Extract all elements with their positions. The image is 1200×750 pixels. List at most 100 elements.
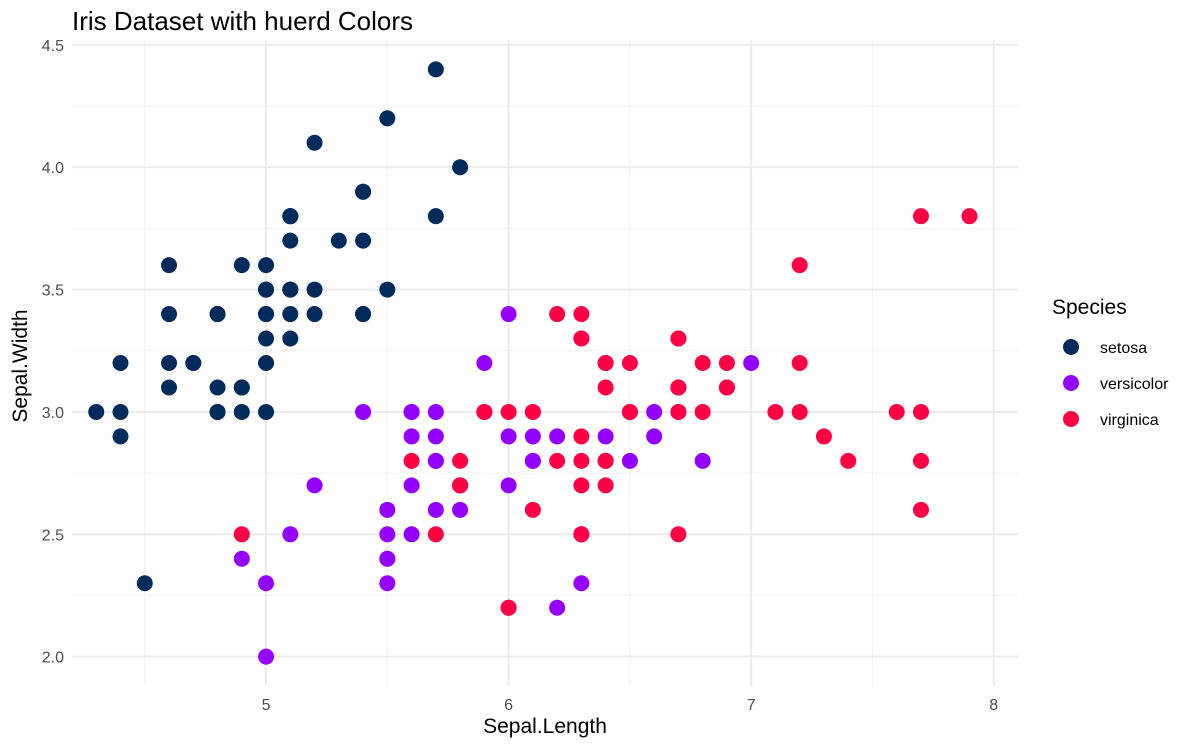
data-point-versicolor — [427, 501, 444, 518]
data-point-setosa — [427, 208, 444, 225]
data-point-setosa — [233, 379, 250, 396]
data-point-versicolor — [427, 428, 444, 445]
data-point-virginica — [840, 452, 857, 469]
data-point-versicolor — [573, 575, 590, 592]
data-point-versicolor — [597, 428, 614, 445]
x-tick-label: 6 — [504, 697, 513, 714]
y-tick-label: 4.5 — [42, 38, 64, 55]
legend-key-setosa — [1063, 339, 1079, 355]
data-point-versicolor — [476, 355, 493, 371]
data-point-virginica — [694, 403, 711, 420]
data-point-setosa — [379, 281, 396, 298]
data-point-versicolor — [500, 306, 517, 323]
data-point-setosa — [282, 208, 299, 225]
data-point-virginica — [573, 428, 590, 445]
data-point-versicolor — [549, 599, 566, 616]
data-point-versicolor — [621, 452, 638, 469]
data-point-versicolor — [549, 428, 566, 445]
data-point-virginica — [500, 403, 517, 420]
data-point-versicolor — [306, 477, 323, 494]
data-point-virginica — [621, 355, 638, 371]
data-point-versicolor — [355, 403, 372, 420]
data-point-virginica — [791, 355, 808, 371]
data-point-versicolor — [379, 526, 396, 543]
data-point-virginica — [233, 526, 250, 543]
x-axis-ticks: 5 6 7 8 — [262, 697, 999, 714]
data-points — [88, 61, 978, 665]
legend-title: Species — [1052, 296, 1127, 319]
y-tick-label: 2.0 — [42, 650, 64, 667]
data-point-versicolor — [233, 550, 250, 567]
data-point-virginica — [670, 526, 687, 543]
data-point-setosa — [136, 575, 153, 592]
data-point-virginica — [573, 526, 590, 543]
data-point-versicolor — [379, 575, 396, 592]
data-point-setosa — [258, 257, 275, 274]
data-point-setosa — [258, 306, 275, 323]
legend-label-virginica: virginica — [1100, 412, 1159, 429]
data-point-virginica — [549, 306, 566, 323]
data-point-virginica — [500, 599, 517, 616]
data-point-virginica — [912, 501, 929, 518]
data-point-versicolor — [282, 526, 299, 543]
data-point-setosa — [185, 355, 202, 371]
data-point-setosa — [112, 428, 129, 445]
data-point-virginica — [670, 330, 687, 347]
x-tick-label: 7 — [747, 697, 756, 714]
data-point-virginica — [452, 477, 469, 494]
y-axis-title: Sepal.Width — [9, 309, 32, 422]
data-point-setosa — [161, 306, 178, 323]
data-point-versicolor — [403, 477, 420, 494]
data-point-virginica — [597, 379, 614, 396]
data-point-versicolor — [427, 403, 444, 420]
data-point-versicolor — [403, 403, 420, 420]
data-point-setosa — [282, 281, 299, 298]
data-point-setosa — [233, 257, 250, 274]
data-point-virginica — [718, 355, 735, 371]
data-point-setosa — [306, 134, 323, 151]
plot-panel — [72, 40, 1018, 686]
data-point-setosa — [161, 257, 178, 274]
data-point-virginica — [573, 330, 590, 347]
data-point-setosa — [427, 61, 444, 78]
y-tick-label: 3.5 — [42, 283, 64, 300]
data-point-setosa — [112, 355, 129, 371]
y-tick-label: 3.0 — [42, 405, 64, 422]
data-point-setosa — [258, 355, 275, 371]
legend-key-virginica — [1063, 411, 1079, 427]
data-point-setosa — [88, 403, 105, 420]
data-point-setosa — [112, 403, 129, 420]
y-axis-ticks: 2.0 2.5 3.0 3.5 4.0 4.5 — [42, 38, 64, 667]
legend-key-versicolor — [1063, 375, 1079, 391]
data-point-setosa — [282, 306, 299, 323]
data-point-virginica — [718, 379, 735, 396]
data-point-setosa — [330, 232, 347, 249]
data-point-versicolor — [646, 428, 663, 445]
data-point-setosa — [209, 403, 226, 420]
data-point-virginica — [912, 208, 929, 225]
data-point-virginica — [549, 452, 566, 469]
data-point-versicolor — [500, 477, 517, 494]
legend-label-versicolor: versicolor — [1100, 376, 1169, 393]
y-tick-label: 2.5 — [42, 527, 64, 544]
x-tick-label: 8 — [989, 697, 998, 714]
data-point-virginica — [694, 355, 711, 371]
grid-lines — [72, 40, 1018, 686]
data-point-setosa — [209, 379, 226, 396]
data-point-versicolor — [743, 355, 760, 371]
data-point-setosa — [452, 159, 469, 176]
data-point-virginica — [791, 403, 808, 420]
data-point-setosa — [379, 110, 396, 127]
data-point-virginica — [524, 403, 541, 420]
data-point-setosa — [161, 379, 178, 396]
data-point-virginica — [912, 403, 929, 420]
data-point-setosa — [161, 355, 178, 371]
data-point-versicolor — [452, 501, 469, 518]
data-point-setosa — [258, 403, 275, 420]
data-point-virginica — [621, 403, 638, 420]
data-point-virginica — [573, 477, 590, 494]
data-point-versicolor — [500, 428, 517, 445]
data-point-setosa — [355, 183, 372, 200]
data-point-virginica — [597, 477, 614, 494]
data-point-versicolor — [258, 575, 275, 592]
